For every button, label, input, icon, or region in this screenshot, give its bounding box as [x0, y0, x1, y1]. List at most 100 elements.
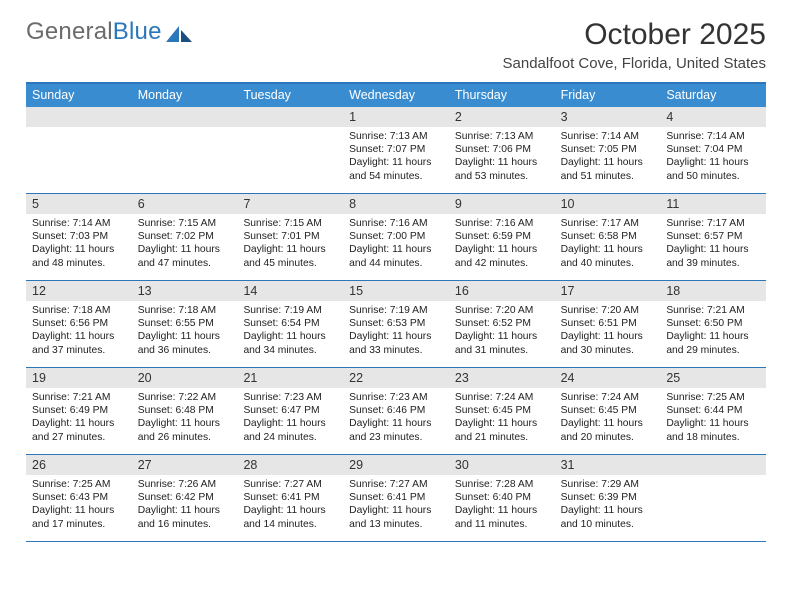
sunset-line: Sunset: 6:58 PM [561, 230, 655, 243]
sunrise-line: Sunrise: 7:26 AM [138, 478, 232, 491]
day-body: Sunrise: 7:14 AMSunset: 7:03 PMDaylight:… [26, 214, 132, 274]
day-number: 16 [449, 281, 555, 301]
day-cell-empty: . [237, 107, 343, 193]
day-cell: 8Sunrise: 7:16 AMSunset: 7:00 PMDaylight… [343, 194, 449, 280]
sunrise-line: Sunrise: 7:29 AM [561, 478, 655, 491]
sunrise-line: Sunrise: 7:23 AM [243, 391, 337, 404]
day-body: Sunrise: 7:24 AMSunset: 6:45 PMDaylight:… [555, 388, 661, 448]
sunrise-line: Sunrise: 7:21 AM [666, 304, 760, 317]
day-number: 6 [132, 194, 238, 214]
day-cell: 13Sunrise: 7:18 AMSunset: 6:55 PMDayligh… [132, 281, 238, 367]
day-number: 24 [555, 368, 661, 388]
day-number: 1 [343, 107, 449, 127]
sunrise-line: Sunrise: 7:20 AM [455, 304, 549, 317]
sunset-line: Sunset: 7:02 PM [138, 230, 232, 243]
sunset-line: Sunset: 6:59 PM [455, 230, 549, 243]
days-of-week-row: SundayMondayTuesdayWednesdayThursdayFrid… [26, 84, 766, 107]
day-cell: 16 Sunrise: 7:20 AMSunset: 6:52 PMDayligh… [449, 281, 555, 367]
daylight-line: Daylight: 11 hours and 51 minutes. [561, 156, 655, 182]
day-cell: 26Sunrise: 7:25 AMSunset: 6:43 PMDayligh… [26, 455, 132, 541]
sunrise-line: Sunrise: 7:17 AM [561, 217, 655, 230]
day-cell: 23Sunrise: 7:24 AMSunset: 6:45 PMDayligh… [449, 368, 555, 454]
sunset-line: Sunset: 6:48 PM [138, 404, 232, 417]
day-cell: 14Sunrise: 7:19 AMSunset: 6:54 PMDayligh… [237, 281, 343, 367]
day-number: 20 [132, 368, 238, 388]
day-cell: 5Sunrise: 7:14 AMSunset: 7:03 PMDaylight… [26, 194, 132, 280]
day-number: 18 [660, 281, 766, 301]
day-body: Sunrise: 7:22 AMSunset: 6:48 PMDaylight:… [132, 388, 238, 448]
daylight-line: Daylight: 11 hours and 18 minutes. [666, 417, 760, 443]
dow-tuesday: Tuesday [237, 84, 343, 107]
sunset-line: Sunset: 6:45 PM [561, 404, 655, 417]
title-block: October 2025 Sandalfoot Cove, Florida, U… [503, 18, 766, 72]
week-row: . . . 1Sunrise: 7:13 AMSunset: 7:07 PMDa… [26, 107, 766, 194]
day-body: Sunrise: 7:14 AMSunset: 7:04 PMDaylight:… [660, 127, 766, 187]
daylight-line: Daylight: 11 hours and 37 minutes. [32, 330, 126, 356]
sunrise-line: Sunrise: 7:14 AM [32, 217, 126, 230]
dow-monday: Monday [132, 84, 238, 107]
day-number: 25 [660, 368, 766, 388]
sunset-line: Sunset: 7:07 PM [349, 143, 443, 156]
day-number: . [237, 107, 343, 127]
day-number: 5 [26, 194, 132, 214]
daylight-line: Daylight: 11 hours and 45 minutes. [243, 243, 337, 269]
daylight-line: Daylight: 11 hours and 36 minutes. [138, 330, 232, 356]
sunrise-line: Sunrise: 7:13 AM [455, 130, 549, 143]
day-body: Sunrise: 7:25 AMSunset: 6:43 PMDaylight:… [26, 475, 132, 535]
day-number: 21 [237, 368, 343, 388]
daylight-line: Daylight: 11 hours and 48 minutes. [32, 243, 126, 269]
sunrise-line: Sunrise: 7:27 AM [349, 478, 443, 491]
day-number: 26 [26, 455, 132, 475]
day-number: 13 [132, 281, 238, 301]
sunrise-line: Sunrise: 7:22 AM [138, 391, 232, 404]
day-body: Sunrise: 7:19 AMSunset: 6:54 PMDaylight:… [237, 301, 343, 361]
day-cell: 27Sunrise: 7:26 AMSunset: 6:42 PMDayligh… [132, 455, 238, 541]
page-title: October 2025 [503, 18, 766, 52]
sunset-line: Sunset: 6:41 PM [243, 491, 337, 504]
sunset-line: Sunset: 6:44 PM [666, 404, 760, 417]
sunset-line: Sunset: 7:04 PM [666, 143, 760, 156]
day-body: Sunrise: 7:15 AMSunset: 7:02 PMDaylight:… [132, 214, 238, 274]
sunrise-line: Sunrise: 7:16 AM [349, 217, 443, 230]
daylight-line: Daylight: 11 hours and 44 minutes. [349, 243, 443, 269]
day-cell: 4Sunrise: 7:14 AMSunset: 7:04 PMDaylight… [660, 107, 766, 193]
day-cell: 11Sunrise: 7:17 AMSunset: 6:57 PMDayligh… [660, 194, 766, 280]
day-number: 4 [660, 107, 766, 127]
sunset-line: Sunset: 6:51 PM [561, 317, 655, 330]
weeks-container: . . . 1Sunrise: 7:13 AMSunset: 7:07 PMDa… [26, 107, 766, 542]
day-cell: 9Sunrise: 7:16 AMSunset: 6:59 PMDaylight… [449, 194, 555, 280]
day-body: Sunrise: 7:15 AMSunset: 7:01 PMDaylight:… [237, 214, 343, 274]
daylight-line: Daylight: 11 hours and 17 minutes. [32, 504, 126, 530]
daylight-line: Daylight: 11 hours and 20 minutes. [561, 417, 655, 443]
day-body: Sunrise: 7:13 AMSunset: 7:07 PMDaylight:… [343, 127, 449, 187]
day-cell: 21Sunrise: 7:23 AMSunset: 6:47 PMDayligh… [237, 368, 343, 454]
day-cell: 31Sunrise: 7:29 AMSunset: 6:39 PMDayligh… [555, 455, 661, 541]
daylight-line: Daylight: 11 hours and 29 minutes. [666, 330, 760, 356]
day-cell: 6Sunrise: 7:15 AMSunset: 7:02 PMDaylight… [132, 194, 238, 280]
day-number: . [132, 107, 238, 127]
day-cell: 15Sunrise: 7:19 AMSunset: 6:53 PMDayligh… [343, 281, 449, 367]
day-number: 10 [555, 194, 661, 214]
sunrise-line: Sunrise: 7:20 AM [561, 304, 655, 317]
sunrise-line: Sunrise: 7:24 AM [455, 391, 549, 404]
sunrise-line: Sunrise: 7:15 AM [138, 217, 232, 230]
day-body: Sunrise: 7:25 AMSunset: 6:44 PMDaylight:… [660, 388, 766, 448]
day-body: Sunrise: 7:13 AMSunset: 7:06 PMDaylight:… [449, 127, 555, 187]
day-number: . [660, 455, 766, 475]
week-row: 26Sunrise: 7:25 AMSunset: 6:43 PMDayligh… [26, 455, 766, 542]
daylight-line: Daylight: 11 hours and 39 minutes. [666, 243, 760, 269]
day-body: Sunrise: 7:23 AMSunset: 6:46 PMDaylight:… [343, 388, 449, 448]
day-body: Sunrise: 7:19 AMSunset: 6:53 PMDaylight:… [343, 301, 449, 361]
daylight-line: Daylight: 11 hours and 31 minutes. [455, 330, 549, 356]
day-number: 8 [343, 194, 449, 214]
day-number: 22 [343, 368, 449, 388]
sunset-line: Sunset: 6:40 PM [455, 491, 549, 504]
sunset-line: Sunset: 6:49 PM [32, 404, 126, 417]
sunset-line: Sunset: 6:52 PM [455, 317, 549, 330]
sunset-line: Sunset: 6:46 PM [349, 404, 443, 417]
day-cell: 25Sunrise: 7:25 AMSunset: 6:44 PMDayligh… [660, 368, 766, 454]
day-body: Sunrise: 7:16 AMSunset: 7:00 PMDaylight:… [343, 214, 449, 274]
daylight-line: Daylight: 11 hours and 26 minutes. [138, 417, 232, 443]
day-cell-empty: . [132, 107, 238, 193]
day-body: Sunrise: 7:16 AMSunset: 6:59 PMDaylight:… [449, 214, 555, 274]
